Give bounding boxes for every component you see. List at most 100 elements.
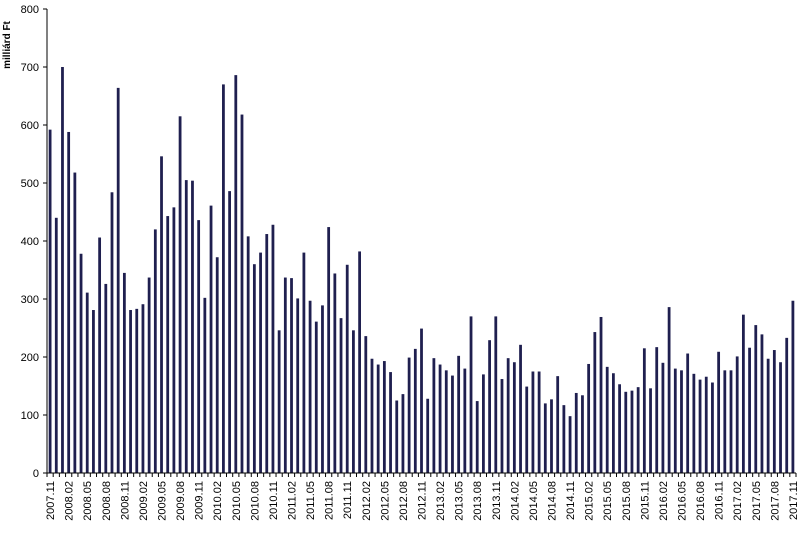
bar-2010.06 xyxy=(240,114,244,473)
bar-2009.12 xyxy=(203,297,207,473)
bar-2012.08 xyxy=(401,394,405,473)
bar-2012.07 xyxy=(395,400,399,473)
x-tick-label-2012.02: 2012.02 xyxy=(361,481,373,521)
bar-2016.04 xyxy=(673,368,677,473)
bar-2017.04 xyxy=(748,347,751,473)
x-tick-label-2008.08: 2008.08 xyxy=(101,481,113,521)
bar-2012.05 xyxy=(382,361,386,473)
bar-2013.07 xyxy=(469,316,473,473)
bar-2008.12 xyxy=(129,310,132,473)
bar-2016.03 xyxy=(667,307,671,473)
bar-2010.07 xyxy=(246,236,250,473)
bar-2015.09 xyxy=(630,390,634,473)
x-tick-label-2011.08: 2011.08 xyxy=(324,481,336,520)
x-tick-label-2011.05: 2011.05 xyxy=(305,481,317,520)
bar-2017.10 xyxy=(785,337,789,473)
y-tick-label-0: 0 xyxy=(33,468,39,480)
x-tick-label-2012.05: 2012.05 xyxy=(379,481,391,521)
bar-2014.05 xyxy=(531,371,535,473)
x-tick-label-2008.05: 2008.05 xyxy=(82,481,94,521)
bar-2009.04 xyxy=(153,229,157,473)
x-tick-label-2017.11: 2017.11 xyxy=(788,481,800,520)
x-tick-label-2017.02: 2017.02 xyxy=(732,481,744,521)
x-tick-label-2008.02: 2008.02 xyxy=(64,481,76,521)
x-tick-label-2009.08: 2009.08 xyxy=(175,481,187,521)
bar-2009.06 xyxy=(166,216,170,473)
bar-2014.07 xyxy=(543,403,547,473)
bar-2012.09 xyxy=(407,357,411,473)
x-tick-label-2015.08: 2015.08 xyxy=(621,481,633,521)
bar-2010.09 xyxy=(259,252,262,473)
bar-2008.11 xyxy=(122,272,126,473)
bar-2012.11 xyxy=(420,328,423,473)
bar-2012.10 xyxy=(413,348,417,473)
y-tick-label-200: 200 xyxy=(21,352,39,364)
x-tick-label-2013.05: 2013.05 xyxy=(454,481,466,521)
bar-2015.11 xyxy=(642,348,646,473)
bar-2013.04 xyxy=(451,375,454,473)
bar-2008.05 xyxy=(85,292,89,473)
bar-2008.04 xyxy=(79,253,83,473)
x-tick-label-2014.05: 2014.05 xyxy=(528,481,540,521)
y-tick-label-500: 500 xyxy=(21,178,39,190)
bar-2012.01 xyxy=(358,251,361,473)
x-tick-label-2016.05: 2016.05 xyxy=(676,481,688,521)
bar-2011.09 xyxy=(333,273,337,473)
bar-2013.12 xyxy=(500,379,504,473)
x-tick-label-2013.02: 2013.02 xyxy=(435,481,447,521)
bar-2015.08 xyxy=(624,391,628,473)
bar-2016.08 xyxy=(698,379,702,473)
bar-series xyxy=(48,67,795,474)
x-tick-label-2008.11: 2008.11 xyxy=(119,481,131,520)
x-tick-label-2015.11: 2015.11 xyxy=(639,481,651,520)
bar-2007.12 xyxy=(54,217,58,473)
bar-2015.01 xyxy=(581,395,584,473)
bar-2013.03 xyxy=(444,370,448,473)
x-tick-label-2015.02: 2015.02 xyxy=(584,481,596,521)
bar-2016.05 xyxy=(680,370,683,473)
bar-2015.06 xyxy=(612,373,615,473)
bar-2016.01 xyxy=(655,347,659,473)
bar-2008.02 xyxy=(67,131,71,473)
bar-2011.12 xyxy=(352,330,355,473)
bar-2013.06 xyxy=(463,368,467,473)
bar-2010.04 xyxy=(228,191,231,473)
bar-2008.01 xyxy=(61,67,64,473)
bar-2008.09 xyxy=(110,192,114,473)
bar-2012.03 xyxy=(370,358,374,473)
bar-2017.06 xyxy=(760,334,764,473)
bar-2010.10 xyxy=(265,234,269,473)
bar-2007.11 xyxy=(48,129,52,473)
bar-2008.06 xyxy=(92,310,95,473)
bar-2015.07 xyxy=(618,384,621,473)
bar-2009.11 xyxy=(197,220,201,473)
bar-2017.05 xyxy=(754,325,758,473)
bar-2016.06 xyxy=(686,353,690,473)
bar-2014.10 xyxy=(562,405,566,473)
bar-2017.01 xyxy=(729,370,733,473)
bar-2014.08 xyxy=(550,399,553,473)
bar-2017.09 xyxy=(779,362,782,473)
bar-2016.02 xyxy=(661,362,665,473)
bar-2008.08 xyxy=(104,283,108,473)
bar-2014.12 xyxy=(574,392,578,473)
y-axis: 0 100 200 300 400 500 600 700 800 xyxy=(21,4,48,480)
x-axis: 2007.11 2008.02 2008.05 2008.08 2008.11 2009.… xyxy=(45,472,800,521)
bar-2009.03 xyxy=(147,277,151,473)
bar-2017.02 xyxy=(735,356,739,473)
x-tick-label-2017.08: 2017.08 xyxy=(769,481,781,521)
bar-2017.03 xyxy=(741,314,745,473)
bar-2016.10 xyxy=(711,382,714,473)
bar-2016.11 xyxy=(717,351,721,473)
y-tick-label-800: 800 xyxy=(21,4,39,16)
bar-2011.05 xyxy=(308,300,312,473)
y-tick-label-100: 100 xyxy=(21,410,39,422)
bar-2011.07 xyxy=(321,305,324,473)
x-tick-label-2013.11: 2013.11 xyxy=(491,481,503,520)
x-tick-label-2010.05: 2010.05 xyxy=(231,481,243,521)
bar-2010.05 xyxy=(234,75,238,474)
bar-2014.04 xyxy=(525,386,529,473)
y-tick-label-400: 400 xyxy=(21,236,39,248)
